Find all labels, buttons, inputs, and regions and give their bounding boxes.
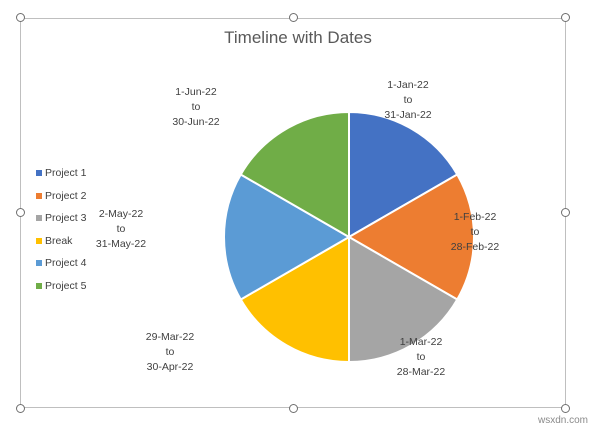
legend-label: Project 4 (45, 257, 87, 270)
data-label-break[interactable]: 29-Mar-22 to 30-Apr-22 (125, 330, 215, 375)
data-label-project-2[interactable]: 1-Feb-22 to 28-Feb-22 (430, 210, 520, 255)
legend-swatch (36, 282, 42, 289)
data-label-start: 1-Jan-22 (387, 79, 429, 91)
resize-handle-middle-left[interactable] (16, 208, 25, 217)
legend-swatch (36, 260, 42, 267)
watermark: wsxdn.com (537, 415, 588, 426)
pie-slice-project-2[interactable] (347, 173, 475, 301)
data-label-end: 30-Apr-22 (146, 361, 194, 373)
resize-handle-top-right[interactable] (561, 13, 570, 22)
data-label-project-3[interactable]: 1-Mar-22 to 28-Mar-22 (376, 335, 466, 380)
data-label-separator: to (191, 101, 201, 113)
legend-swatch (36, 170, 42, 176)
legend-swatch (36, 237, 42, 244)
chart-title[interactable]: Timeline with Dates (224, 28, 372, 47)
pie-slice-project-5[interactable] (239, 110, 350, 239)
pie-slice-break[interactable] (239, 235, 350, 364)
pie-slice-project-1[interactable] (348, 110, 459, 239)
data-label-project-4[interactable]: 2-May-22 to 31-May-22 (76, 207, 166, 252)
data-label-end: 28-Feb-22 (450, 241, 500, 253)
legend-label: Break (45, 234, 73, 247)
resize-handle-bottom-right[interactable] (561, 404, 570, 413)
data-label-start: 29-Mar-22 (145, 331, 195, 343)
legend-swatch (36, 215, 42, 222)
legend-label: Project 2 (45, 189, 87, 202)
data-label-start: 2-May-22 (98, 208, 144, 220)
data-label-end: 31-May-22 (95, 238, 147, 250)
data-label-project-1[interactable]: 1-Jan-22 to 31-Jan-22 (363, 78, 453, 123)
resize-handle-top-middle[interactable] (289, 13, 298, 22)
pie-slice-project-3[interactable] (348, 235, 459, 364)
data-label-start: 1-Jun-22 (175, 86, 217, 98)
data-label-end: 30-Jun-22 (172, 116, 220, 128)
data-label-start: 1-Feb-22 (453, 211, 497, 223)
resize-handle-top-left[interactable] (16, 13, 25, 22)
legend-label: Project 5 (45, 279, 87, 292)
data-label-project-5[interactable]: 1-Jun-22 to 30-Jun-22 (151, 85, 241, 130)
resize-handle-bottom-left[interactable] (16, 404, 25, 413)
data-label-start: 1-Mar-22 (399, 336, 443, 348)
data-label-separator: to (403, 94, 413, 106)
pie-slice-project-4[interactable] (223, 173, 351, 301)
legend-swatch (36, 192, 42, 199)
data-label-separator: to (470, 226, 480, 238)
data-label-end: 28-Mar-22 (396, 366, 446, 378)
data-label-separator: to (116, 223, 126, 235)
resize-handle-middle-right[interactable] (561, 208, 570, 217)
data-label-end: 31-Jan-22 (384, 109, 432, 121)
legend-label: Project 3 (45, 212, 87, 225)
data-label-separator: to (416, 351, 426, 363)
legend-label: Project 1 (45, 167, 87, 179)
resize-handle-bottom-middle[interactable] (289, 404, 298, 413)
data-label-separator: to (165, 346, 175, 358)
